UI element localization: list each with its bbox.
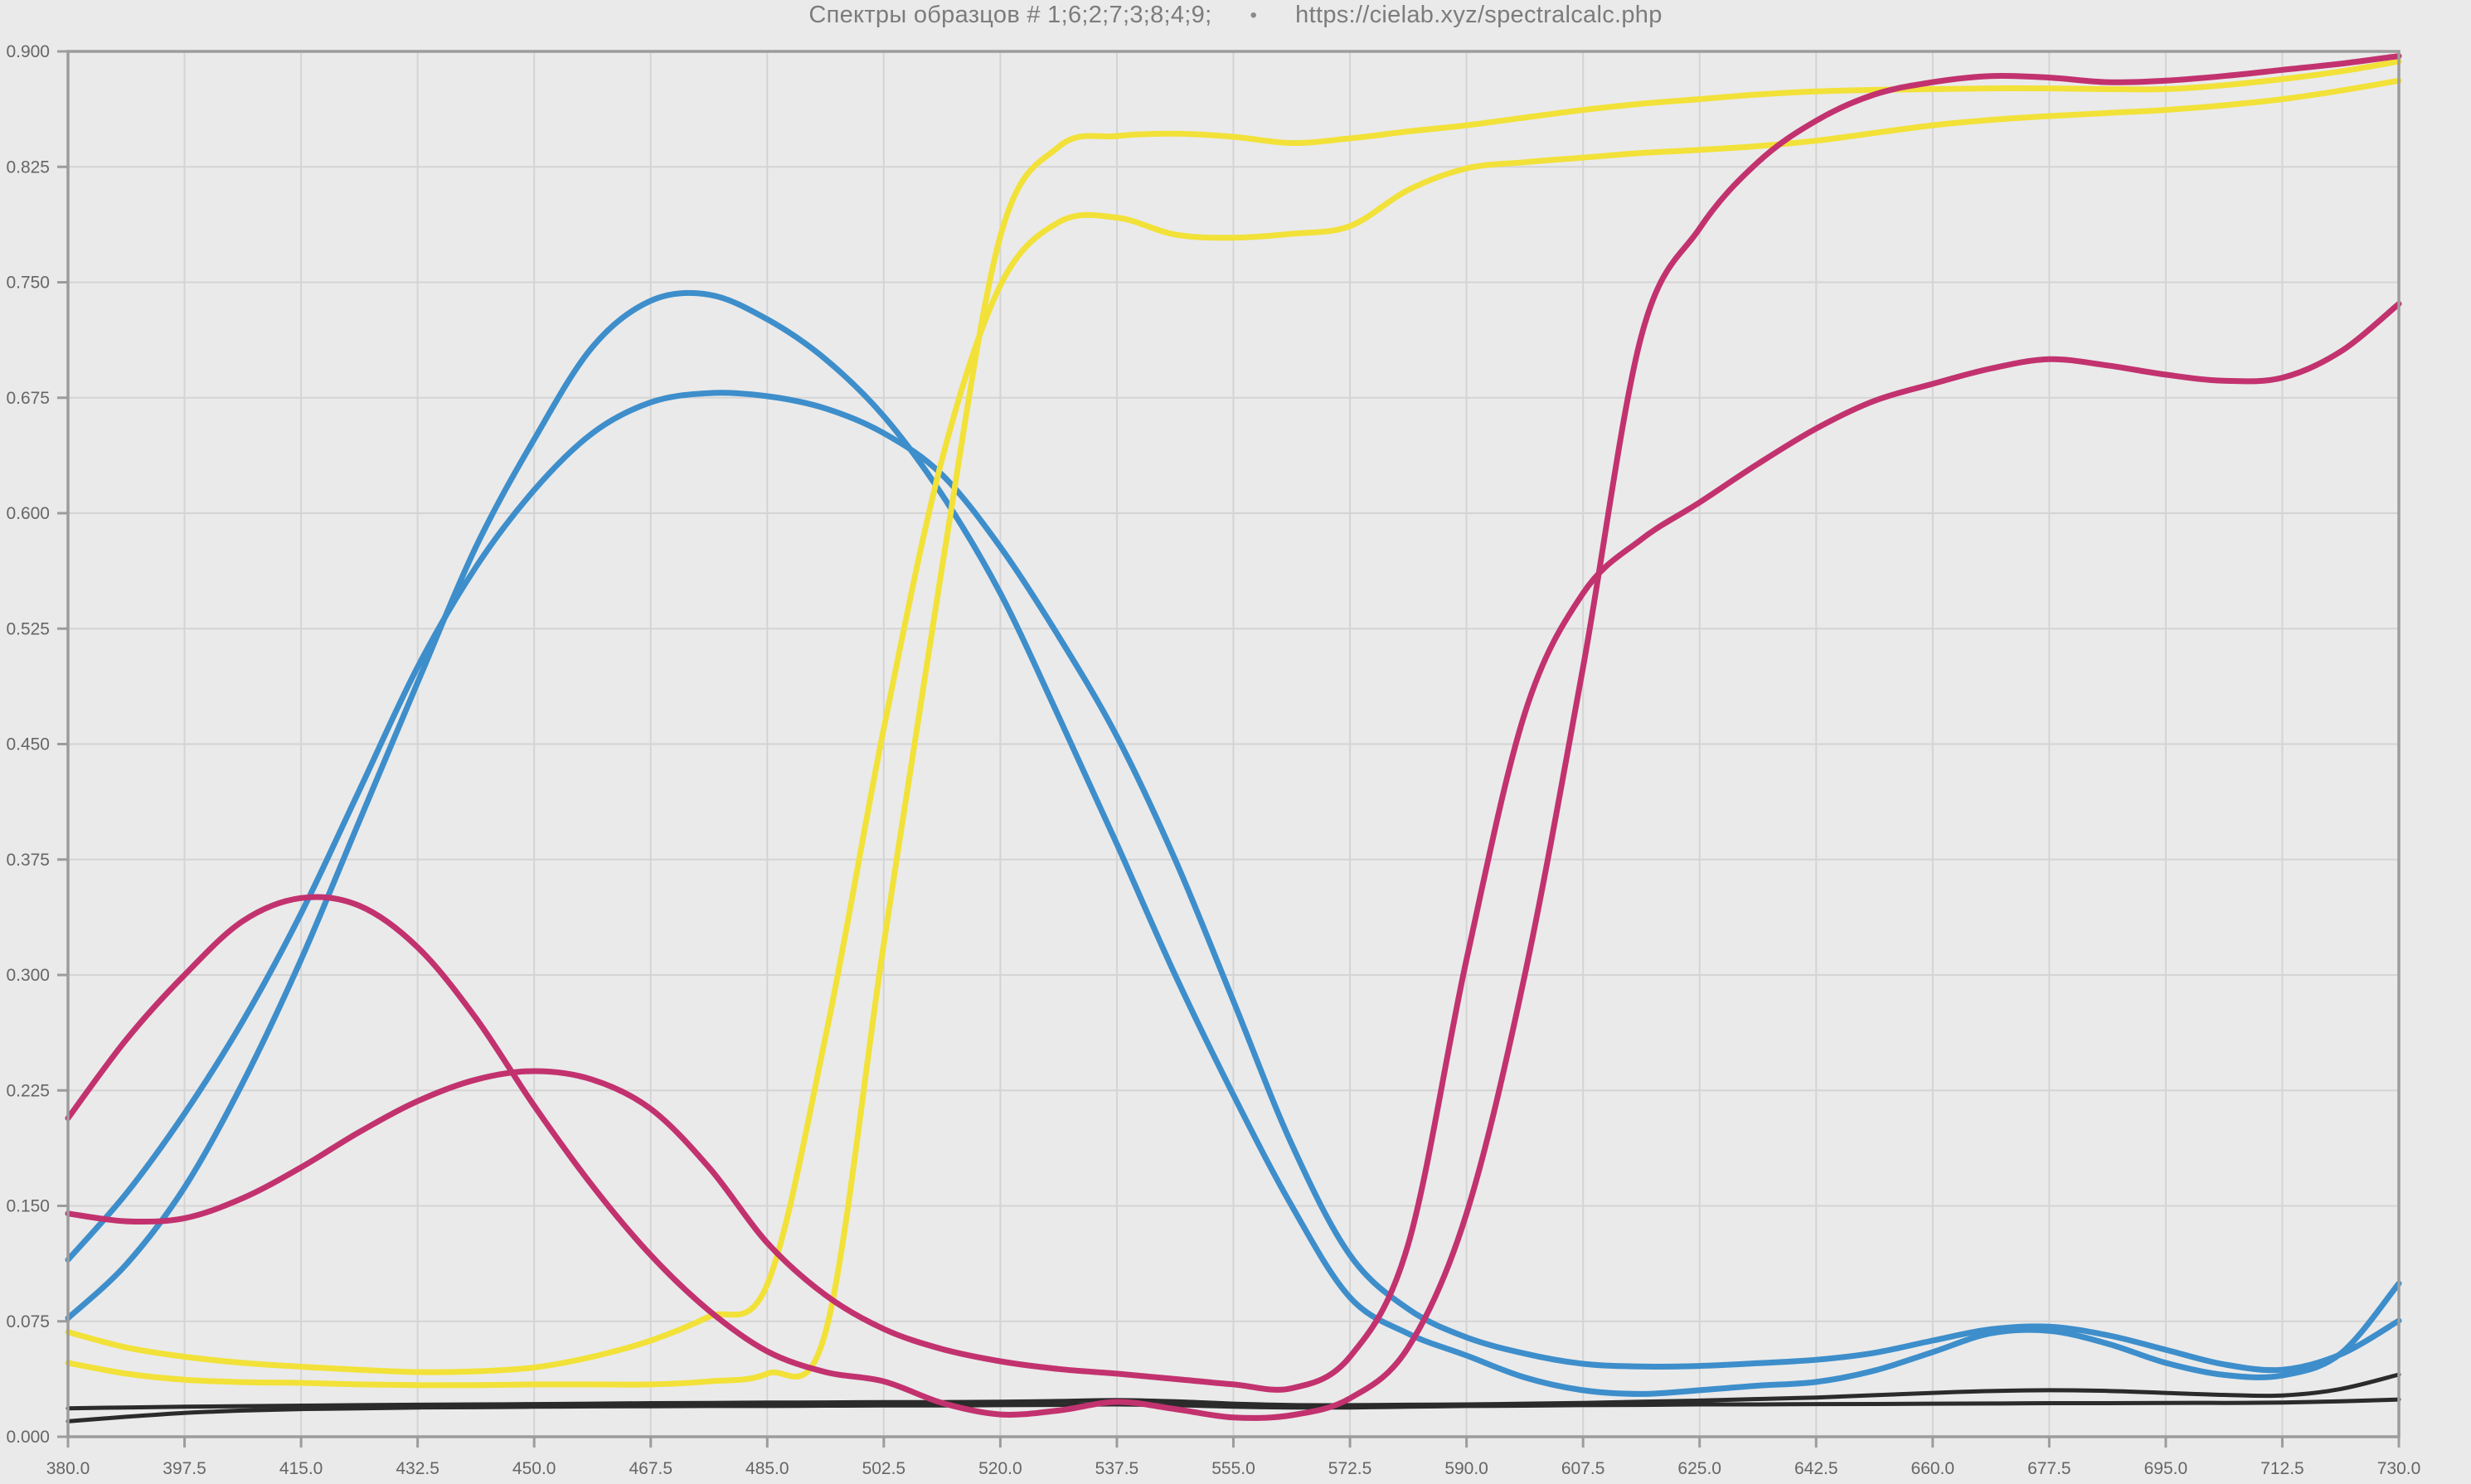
x-tick-label: 467.5 [629,1459,672,1478]
y-tick-label: 0.900 [6,42,50,61]
curve-cyan-a [65,390,2402,1374]
chart-url: https://cielab.xyz/spectralcalc.php [1295,2,1663,28]
chart-header: Спектры образцов # 1;6;2;7;3;8;4;9; • ht… [0,2,2471,29]
x-tick-label: 607.5 [1561,1459,1605,1478]
separator-dot: • [1250,3,1258,27]
gridlines [68,51,2399,1437]
y-axis-labels: 0.000 0.075 0.150 0.225 0.300 0.375 0.450 0.525… [6,42,50,1447]
tick-marks [57,50,2401,1448]
x-tick-label: 590.0 [1444,1459,1488,1478]
curve-magenta-a [65,53,2402,1421]
y-tick-label: 0.300 [6,966,50,985]
x-tick-label: 730.0 [2377,1459,2421,1478]
x-tick-label: 502.5 [862,1459,906,1478]
x-tick-label: 555.0 [1211,1459,1255,1478]
y-tick-label: 0.225 [6,1081,50,1100]
x-tick-label: 695.0 [2144,1459,2188,1478]
x-tick-label: 537.5 [1095,1459,1139,1478]
curve-yellow-b [65,58,2402,1389]
y-tick-label: 0.000 [6,1428,50,1447]
x-axis-labels: 380.0 397.5 415.0 432.5 450.0 467.5 485.0 502.5… [46,1459,2421,1478]
chart-title: Спектры образцов # 1;6;2;7;3;8;4;9; [808,2,1212,28]
x-tick-label: 450.0 [512,1459,556,1478]
x-tick-label: 380.0 [46,1459,90,1478]
y-tick-label: 0.600 [6,504,50,523]
x-tick-label: 625.0 [1677,1459,1721,1478]
x-tick-label: 712.5 [2260,1459,2304,1478]
curve-yellow-a [65,77,2402,1375]
x-tick-label: 397.5 [163,1459,206,1478]
x-tick-label: 485.0 [745,1459,789,1478]
curve-magenta-b [65,301,2402,1393]
x-tick-label: 660.0 [1911,1459,1955,1478]
x-tick-label: 432.5 [396,1459,439,1478]
x-tick-label: 642.5 [1794,1459,1838,1478]
y-tick-label: 0.375 [6,851,50,870]
y-tick-label: 0.450 [6,735,50,754]
y-tick-label: 0.075 [6,1312,50,1331]
y-tick-label: 0.150 [6,1197,50,1216]
y-tick-label: 0.525 [6,619,50,638]
x-tick-label: 415.0 [279,1459,323,1478]
x-tick-label: 677.5 [2027,1459,2071,1478]
x-tick-label: 520.0 [978,1459,1022,1478]
curve-black-a [66,1372,2401,1411]
curve-cyan-b [65,289,2402,1397]
y-tick-label: 0.750 [6,274,50,293]
plot-border [66,50,2401,1438]
y-tick-label: 0.825 [6,158,50,177]
y-tick-label: 0.675 [6,389,50,408]
curve-black-b [66,1397,2401,1423]
x-tick-label: 572.5 [1328,1459,1372,1478]
curves [65,53,2402,1423]
